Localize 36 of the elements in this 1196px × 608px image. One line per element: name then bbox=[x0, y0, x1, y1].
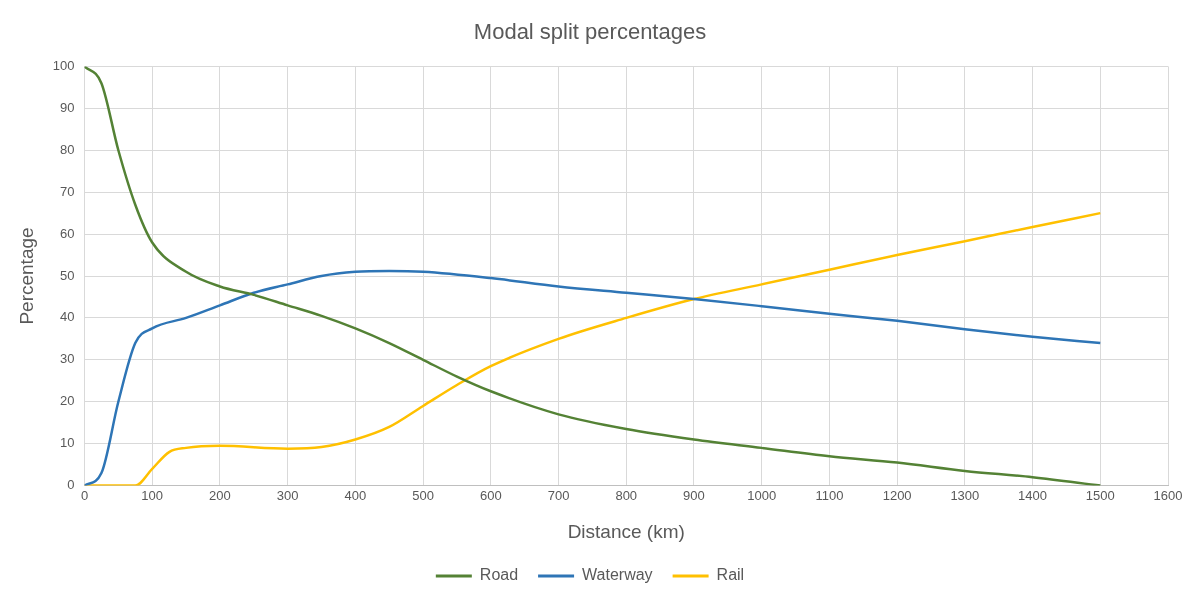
x-tick-label: 200 bbox=[209, 487, 231, 503]
chart-title: Modal split percentages bbox=[473, 19, 707, 45]
y-tick-label: 10 bbox=[60, 435, 75, 451]
y-tick-label: 0 bbox=[67, 477, 75, 493]
x-tick-label: 700 bbox=[547, 487, 570, 503]
x-tick-label: 100 bbox=[141, 487, 164, 503]
x-tick-label: 1200 bbox=[882, 487, 912, 503]
y-tick-label: 80 bbox=[60, 141, 75, 157]
legend-label: Road bbox=[479, 566, 519, 584]
y-tick-label: 100 bbox=[52, 57, 75, 73]
x-tick-label: 1500 bbox=[1085, 487, 1115, 503]
y-axis-title: Percentage bbox=[15, 227, 37, 325]
y-tick-label: 20 bbox=[60, 393, 75, 409]
x-tick-label: 500 bbox=[412, 487, 434, 503]
x-tick-label: 1300 bbox=[950, 487, 980, 503]
y-tick-label: 40 bbox=[60, 309, 75, 325]
x-tick-label: 600 bbox=[479, 487, 502, 503]
y-tick-label: 30 bbox=[60, 351, 75, 367]
x-tick-label: 1000 bbox=[747, 487, 777, 503]
line-series bbox=[84, 66, 1102, 486]
legend-label: Waterway bbox=[582, 566, 653, 584]
x-tick-label: 900 bbox=[683, 487, 705, 503]
x-tick-label: 1400 bbox=[1018, 487, 1048, 503]
x-tick-label: 1100 bbox=[815, 487, 844, 503]
x-tick-label: 1600 bbox=[1153, 487, 1183, 503]
legend-label: Rail bbox=[716, 566, 745, 584]
line-series bbox=[84, 269, 1102, 486]
x-axis-title: Distance (km) bbox=[567, 520, 685, 542]
y-tick-label: 90 bbox=[60, 99, 75, 115]
x-tick-label: 800 bbox=[615, 487, 638, 503]
x-tick-label: 400 bbox=[344, 487, 367, 503]
x-tick-label: 0 bbox=[80, 487, 89, 503]
y-tick-label: 50 bbox=[60, 267, 75, 283]
y-tick-label: 60 bbox=[60, 225, 75, 241]
x-tick-label: 300 bbox=[276, 487, 299, 503]
y-tick-label: 70 bbox=[60, 183, 75, 199]
